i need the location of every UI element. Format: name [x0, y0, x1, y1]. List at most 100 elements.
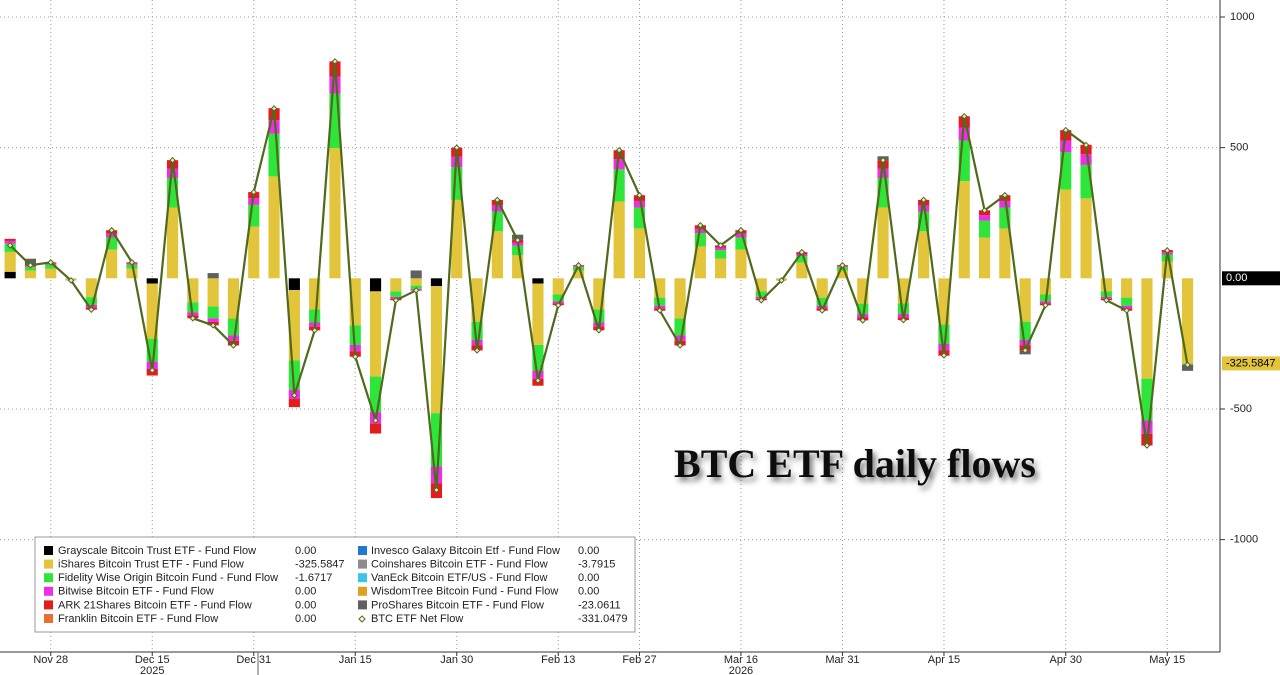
bar-segment [451, 199, 463, 279]
legend-label: Grayscale Bitcoin Trust ETF - Fund Flow [58, 545, 256, 557]
bar-segment [410, 278, 422, 286]
bar-segment [24, 270, 37, 279]
bar-segment [309, 309, 321, 323]
bar-segment [146, 278, 158, 284]
bar-segment [735, 233, 747, 238]
bar-segment [694, 246, 706, 279]
legend-swatch [44, 573, 53, 583]
bar-segment [207, 278, 219, 307]
legend-value: -1.6717 [295, 572, 332, 584]
bar-segment [999, 228, 1011, 279]
bar-segment [1121, 297, 1133, 306]
bar-segment [958, 181, 970, 279]
bar-segment [613, 201, 625, 279]
bar-segment [978, 237, 991, 279]
net-line [6, 58, 1191, 494]
bar-segment [491, 211, 503, 232]
bar-segment [654, 297, 666, 306]
legend-swatch [44, 559, 53, 569]
legend-swatch [358, 546, 367, 555]
net-flow-marker [1001, 191, 1009, 199]
net-flow-marker [697, 221, 704, 229]
bar-segment [85, 278, 97, 298]
net-flow-marker [412, 287, 420, 294]
bar-segment [735, 249, 747, 279]
net-flow-marker [940, 352, 948, 359]
x-tick-label: Dec 15 [135, 654, 170, 666]
net-flow-marker [291, 392, 298, 399]
bar-segment [349, 325, 361, 345]
bar-segment [593, 278, 605, 310]
bar-segment [45, 264, 57, 269]
bar-segment [1141, 378, 1153, 421]
bar-segment [268, 120, 280, 134]
bar-segment [715, 247, 727, 251]
bar-segment [999, 207, 1011, 229]
x-tick-label: Jan 30 [440, 654, 473, 666]
bar-segment [146, 338, 158, 362]
bar-segment [410, 270, 422, 279]
last-value-box [1222, 271, 1280, 286]
legend-value: 0.00 [295, 586, 316, 598]
x-tick-label: Mar 16 [724, 654, 758, 666]
bar-segment [1121, 305, 1133, 309]
bar-segment [1060, 152, 1072, 190]
bar-segment [532, 344, 544, 371]
bar-segment [207, 318, 219, 322]
net-flow-marker [189, 314, 197, 322]
net-flow-marker [372, 417, 379, 424]
net-flow-marker [27, 261, 34, 269]
net-flow-marker [1163, 247, 1171, 254]
legend: Grayscale Bitcoin Trust ETF - Fund Flow 0… [34, 536, 636, 633]
bar-segment [1181, 278, 1194, 364]
bar-segment [329, 93, 341, 149]
bar-segment [309, 278, 321, 310]
legend-value: -23.0611 [578, 599, 621, 611]
bar-segment [4, 238, 16, 241]
bar-segment [430, 278, 443, 287]
net-flow-marker [839, 261, 846, 269]
y-tick-label: -500 [1230, 403, 1252, 415]
bar-segment [572, 270, 585, 279]
net-flow-marker [169, 156, 176, 164]
bar-segment [24, 267, 37, 271]
x-tick-label: Feb 27 [622, 654, 656, 666]
net-flow-marker [494, 196, 501, 204]
bar-segment [268, 176, 280, 279]
bar-segment [918, 211, 930, 232]
chart-annotation: BTC ETF daily flows [674, 441, 1036, 486]
last-value-box [1222, 356, 1280, 371]
bar-segment [207, 273, 219, 279]
bar-segment [329, 76, 341, 94]
net-flow-marker [1123, 307, 1130, 314]
bar-segment [248, 198, 260, 205]
net-flow-marker [636, 191, 643, 199]
bar-segment [471, 321, 483, 340]
legend-label: WisdomTree Bitcoin Fund - Fund Flow [371, 586, 558, 598]
net-flow-marker [453, 144, 461, 151]
bar-segment [45, 268, 57, 279]
bar-segment [1080, 198, 1092, 279]
x-tick-label: Jan 15 [339, 654, 372, 666]
legend-swatch [358, 586, 367, 596]
bar-segment [1080, 164, 1092, 199]
legend-swatch [358, 559, 367, 569]
net-flow-marker [230, 342, 237, 349]
bar-segment [552, 294, 564, 302]
x-tick-label: Apr 15 [928, 654, 960, 666]
x-tick-label: Dec 31 [236, 654, 271, 666]
bar-segment [958, 127, 970, 141]
bar-segment [390, 278, 402, 292]
net-flow-marker [595, 327, 603, 334]
bar-segment [674, 278, 686, 319]
net-flow-marker [920, 196, 927, 204]
bar-segment [715, 258, 727, 279]
net-flow-marker [981, 207, 988, 214]
net-flow-marker [859, 317, 867, 324]
bar-segment [430, 413, 443, 467]
legend-swatch [44, 614, 53, 623]
legend-label: Fidelity Wise Origin Bitcoin Fund - Fund… [58, 572, 278, 584]
bar-segment [816, 305, 828, 309]
bar-segment [735, 237, 747, 250]
legend-label: BTC ETF Net Flow [371, 613, 463, 625]
